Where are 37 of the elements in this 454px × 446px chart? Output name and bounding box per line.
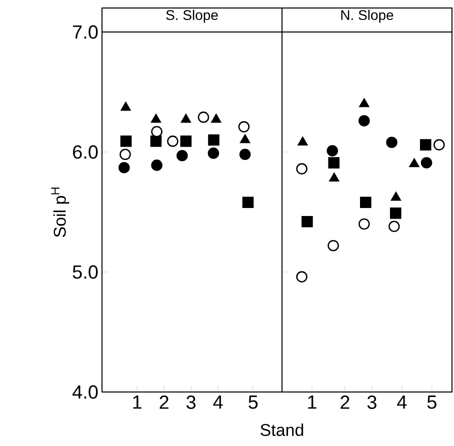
point bbox=[329, 172, 340, 182]
point bbox=[358, 218, 370, 230]
point bbox=[328, 157, 340, 168]
y-tick-label: 5.0 bbox=[72, 265, 98, 279]
point bbox=[358, 115, 370, 126]
x-tick-label: 2 bbox=[340, 396, 350, 409]
x-tick-label: 2 bbox=[160, 396, 168, 409]
y-tick-label: 6.0 bbox=[73, 145, 98, 159]
x-tick-label: 4 bbox=[213, 396, 223, 409]
y-tick-label: 4.0 bbox=[72, 385, 98, 399]
point bbox=[390, 192, 401, 201]
point bbox=[328, 240, 339, 252]
y-axis-title: Soil p$^{H}$ bbox=[51, 188, 70, 238]
x-tick-label: 4 bbox=[397, 396, 407, 409]
x-tick-label: 5 bbox=[248, 396, 258, 409]
chart-title: N. Slope bbox=[341, 10, 394, 23]
x-tick-label: 3 bbox=[367, 396, 376, 409]
point bbox=[390, 208, 402, 219]
y-tick-label: 7.0 bbox=[73, 25, 98, 39]
point bbox=[386, 136, 398, 148]
x-axis-title: Stand bbox=[260, 424, 304, 436]
point bbox=[302, 216, 313, 228]
point bbox=[388, 220, 400, 232]
point bbox=[420, 157, 432, 168]
point bbox=[326, 145, 338, 156]
x-tick-label: 1 bbox=[308, 396, 316, 409]
point bbox=[409, 158, 420, 168]
point bbox=[360, 196, 372, 208]
point bbox=[296, 163, 308, 174]
x-tick-label: 5 bbox=[427, 396, 436, 409]
chart-title: S. Slope bbox=[166, 10, 218, 23]
point bbox=[296, 271, 308, 282]
point bbox=[298, 136, 308, 146]
x-tick-label: 3 bbox=[186, 396, 196, 409]
point bbox=[359, 98, 370, 108]
x-tick-label: 1 bbox=[133, 396, 142, 409]
point bbox=[420, 139, 432, 150]
